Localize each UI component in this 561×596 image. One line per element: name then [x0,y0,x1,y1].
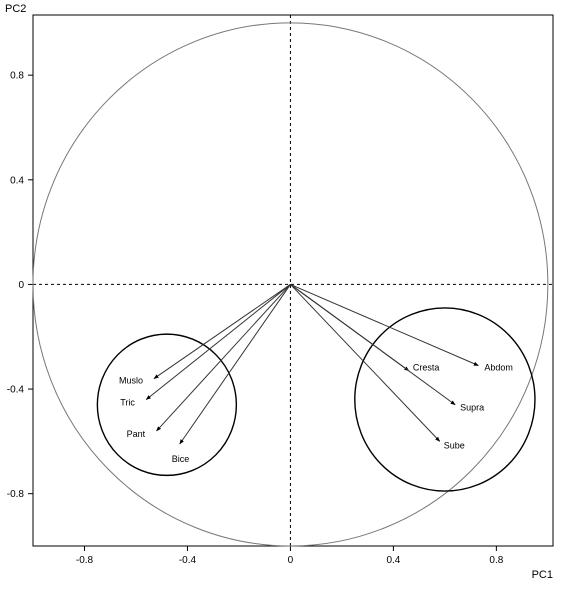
x-tick-label: 0.4 [386,555,400,566]
vector-arrow-supra [290,284,456,406]
y-tick-label: -0.8 [7,489,25,500]
cluster-circle-1 [96,333,238,477]
vector-arrow-abdom [290,283,479,366]
vector-label-supra: Supra [460,403,484,413]
vector-label-cresta: Cresta [413,363,440,373]
x-tick-label: 0.8 [489,555,503,566]
vector-label-sube: Sube [444,440,465,450]
y-tick-label: 0.4 [10,175,24,186]
x-tick-label: -0.4 [179,555,197,566]
x-tick-label: -0.8 [76,555,94,566]
y-tick-label: -0.4 [7,385,25,396]
vector-label-muslo: Muslo [119,376,143,386]
cluster-circle-2 [354,307,536,492]
y-tick-label: 0.8 [10,71,24,82]
vector-label-tric: Tric [120,398,135,408]
vector-label-pant: Pant [127,429,146,439]
x-tick-label: 0 [288,555,294,566]
unit-circle [32,22,549,547]
vector-arrow-tric [145,284,291,400]
y-tick-label: 0 [18,280,24,291]
y-axis-label: PC2 [5,3,26,15]
vector-arrow-sube [290,284,441,442]
vector-arrow-bice [179,284,291,445]
vector-arrow-muslo [153,284,291,380]
vector-arrow-pant [156,284,291,432]
vector-label-abdom: Abdom [484,363,513,373]
vector-label-bice: Bice [172,454,190,464]
x-axis-label: PC1 [532,569,553,581]
